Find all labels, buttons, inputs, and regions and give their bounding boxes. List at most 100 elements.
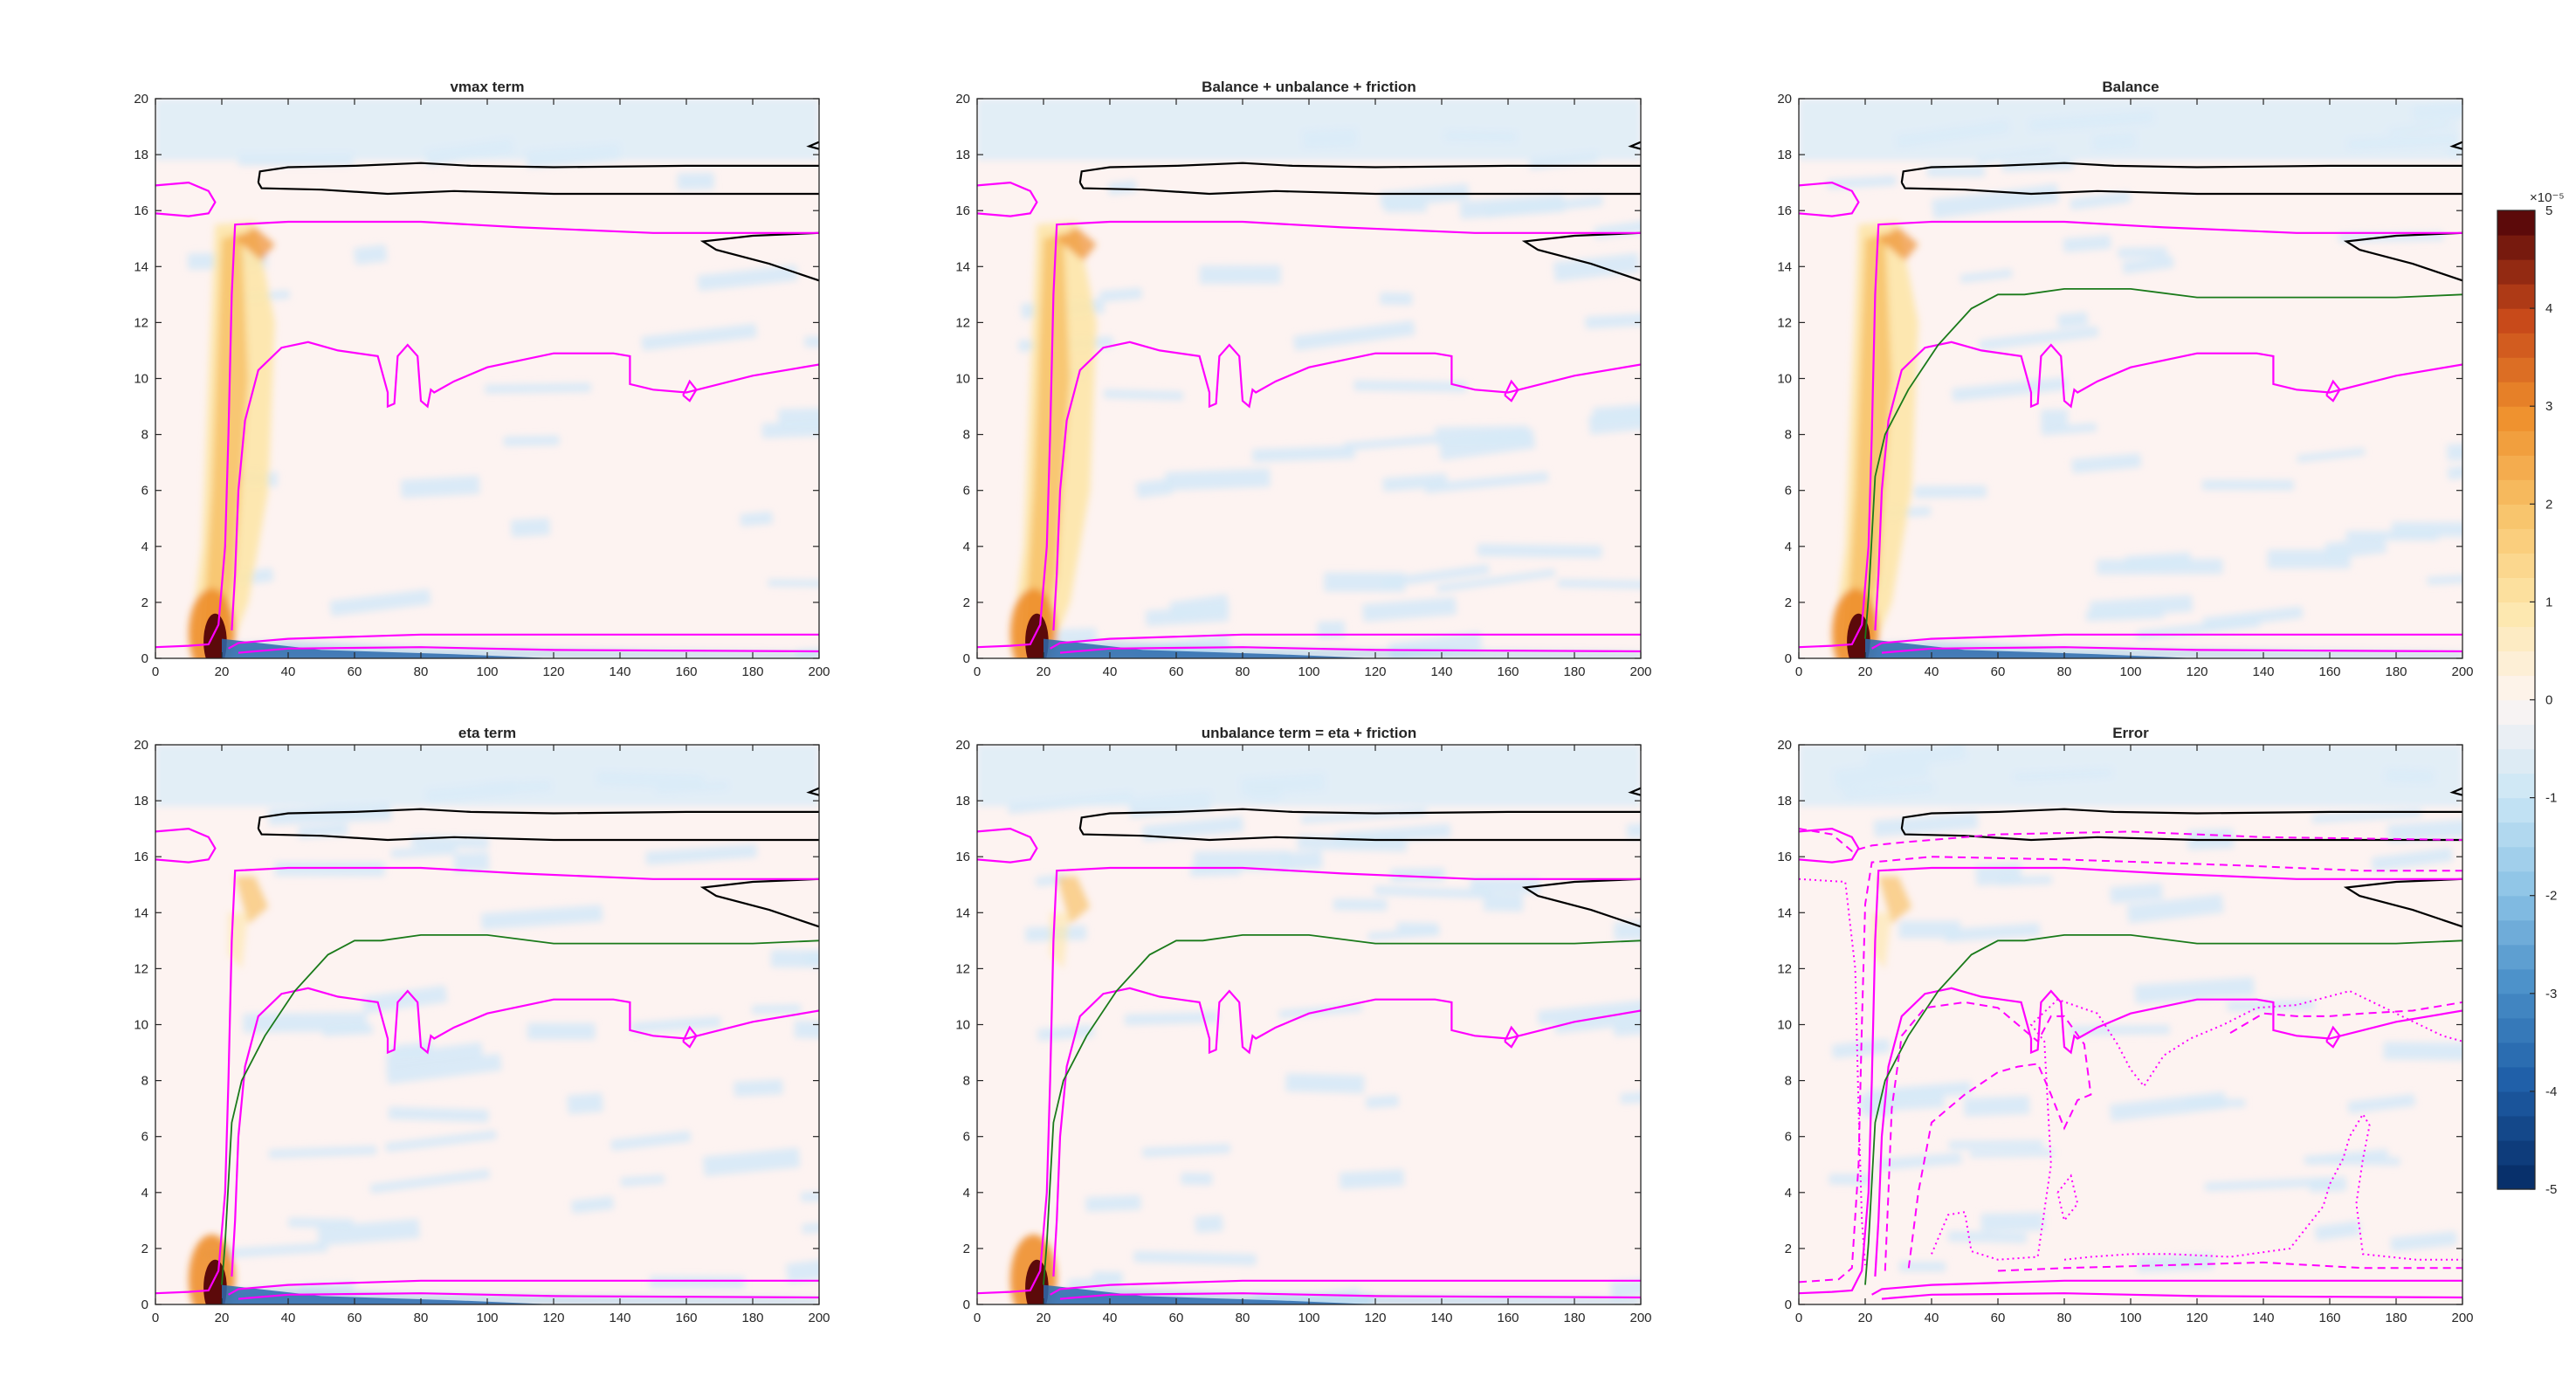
magenta-contour bbox=[1799, 181, 1860, 217]
magenta-contour bbox=[1871, 1279, 2462, 1296]
colorbar-bin bbox=[2497, 1017, 2535, 1043]
magenta-contour bbox=[1799, 866, 2462, 1295]
colorbar-exponent-label: ×10⁻⁵ bbox=[2530, 190, 2565, 205]
colorbar-bin bbox=[2497, 1115, 2535, 1141]
y-tick-label: 2 bbox=[963, 1242, 970, 1256]
x-tick-label: 40 bbox=[1103, 1311, 1118, 1325]
x-tick-label: 180 bbox=[1563, 664, 1585, 679]
y-tick-label: 10 bbox=[134, 372, 148, 387]
black-contour-upper bbox=[1900, 808, 2462, 829]
black-contour-lower bbox=[1078, 182, 1641, 196]
panels: 0 20 40 60 80 100 120 140 160 180 2000246810121416… bbox=[134, 79, 2473, 1325]
magenta-contour bbox=[231, 341, 819, 631]
panel-top-middle: 0 20 40 60 80 100 120 140 160 180 200 0 2 4 6 8 10 12 14 16… bbox=[955, 79, 1651, 679]
x-tick-label: 80 bbox=[414, 664, 429, 679]
colorbar-bin bbox=[2497, 1042, 2535, 1068]
field-shading bbox=[977, 99, 1641, 658]
magenta-dashed-contour bbox=[2229, 1001, 2462, 1034]
black-contour-upper bbox=[1078, 162, 1641, 183]
magenta-contour bbox=[155, 181, 217, 217]
colorbar-bin bbox=[2497, 528, 2535, 554]
panel-title: vmax term bbox=[450, 79, 524, 95]
x-tick-label: 100 bbox=[1298, 1311, 1319, 1325]
y-tick-label: 0 bbox=[963, 1297, 970, 1312]
magenta-dashed-contour bbox=[1799, 828, 2462, 852]
colorbar-bin bbox=[2497, 846, 2535, 872]
x-tick-label: 200 bbox=[808, 664, 830, 679]
black-contour-corner bbox=[1628, 787, 1641, 796]
black-contour-lower bbox=[257, 828, 819, 842]
colorbar-bin bbox=[2497, 577, 2535, 602]
x-tick-label: 20 bbox=[1858, 1311, 1873, 1325]
y-tick-label: 16 bbox=[955, 850, 970, 864]
colorbar-tick-label: -1 bbox=[2545, 791, 2557, 806]
y-tick-label: 14 bbox=[955, 259, 970, 274]
y-tick-label: 4 bbox=[141, 540, 148, 554]
magenta-dashed-contour bbox=[1884, 1001, 2092, 1271]
x-tick-label: 0 bbox=[152, 664, 159, 679]
black-contour-upper bbox=[1900, 162, 2462, 183]
colorbar-bin bbox=[2497, 871, 2535, 897]
y-tick-label: 20 bbox=[955, 738, 970, 753]
colorbar-bin bbox=[2497, 993, 2535, 1019]
x-tick-label: 20 bbox=[1037, 1311, 1051, 1325]
panel-title: Balance + unbalance + friction bbox=[1202, 79, 1416, 95]
y-tick-label: 8 bbox=[963, 1074, 970, 1089]
colorbar-bin bbox=[2497, 406, 2535, 431]
x-tick-label: 40 bbox=[281, 1311, 296, 1325]
field-shading bbox=[155, 99, 819, 658]
y-tick-label: 18 bbox=[955, 794, 970, 809]
magenta-contour bbox=[1050, 1279, 1641, 1296]
x-tick-label: 20 bbox=[1037, 664, 1051, 679]
colorbar-bin bbox=[2497, 1139, 2535, 1166]
colorbar-bin bbox=[2497, 968, 2535, 994]
y-tick-label: 14 bbox=[1777, 905, 1792, 920]
colorbar-bin bbox=[2497, 944, 2535, 970]
colorbar-bin bbox=[2497, 919, 2535, 946]
x-tick-label: 60 bbox=[1991, 664, 2006, 679]
x-tick-label: 160 bbox=[2318, 1311, 2340, 1325]
green-contour bbox=[1864, 934, 2462, 1285]
magenta-contour bbox=[2325, 1025, 2341, 1049]
x-tick-label: 180 bbox=[741, 1311, 763, 1325]
x-tick-label: 200 bbox=[2451, 1311, 2473, 1325]
x-tick-label: 120 bbox=[2186, 664, 2208, 679]
black-contour-lower bbox=[1078, 828, 1641, 842]
x-tick-label: 0 bbox=[1795, 664, 1802, 679]
x-tick-label: 140 bbox=[2252, 1311, 2274, 1325]
y-tick-label: 20 bbox=[1777, 738, 1792, 753]
magenta-contour bbox=[1881, 1292, 2462, 1300]
y-tick-label: 12 bbox=[955, 961, 970, 976]
panel-bottom-left: 0 20 40 60 80 100 120 140 160 180 200 0 2 4 6 8 10 12 14 16… bbox=[134, 725, 830, 1325]
x-tick-label: 80 bbox=[414, 1311, 429, 1325]
y-tick-label: 2 bbox=[1785, 1242, 1792, 1256]
x-tick-label: 160 bbox=[675, 664, 697, 679]
panel-title: Error bbox=[2112, 725, 2149, 741]
contours bbox=[1799, 787, 2462, 1300]
y-tick-label: 10 bbox=[955, 372, 970, 387]
black-contour-right bbox=[1521, 877, 1641, 928]
colorbar-bin bbox=[2497, 895, 2535, 921]
y-tick-label: 12 bbox=[1777, 315, 1792, 330]
field-shading bbox=[155, 745, 819, 1304]
y-tick-label: 12 bbox=[1777, 961, 1792, 976]
black-contour-lower bbox=[1900, 182, 2462, 196]
magenta-contour bbox=[228, 633, 819, 650]
y-tick-label: 6 bbox=[1785, 484, 1792, 499]
colorbar-tick-label: -5 bbox=[2545, 1182, 2557, 1197]
y-tick-label: 10 bbox=[955, 1018, 970, 1033]
x-tick-label: 100 bbox=[476, 1311, 498, 1325]
x-tick-label: 140 bbox=[1430, 664, 1452, 679]
y-tick-label: 0 bbox=[1785, 1297, 1792, 1312]
colorbar-bin bbox=[2497, 626, 2535, 652]
y-tick-label: 6 bbox=[963, 484, 970, 499]
x-tick-label: 100 bbox=[1298, 664, 1319, 679]
y-tick-label: 0 bbox=[963, 651, 970, 666]
y-tick-label: 16 bbox=[134, 203, 148, 218]
magenta-contour bbox=[228, 1279, 819, 1296]
y-tick-label: 0 bbox=[141, 1297, 148, 1312]
green-contour bbox=[1864, 288, 2462, 639]
x-tick-label: 200 bbox=[1629, 1311, 1651, 1325]
y-tick-label: 18 bbox=[134, 148, 148, 162]
y-tick-label: 4 bbox=[141, 1186, 148, 1201]
